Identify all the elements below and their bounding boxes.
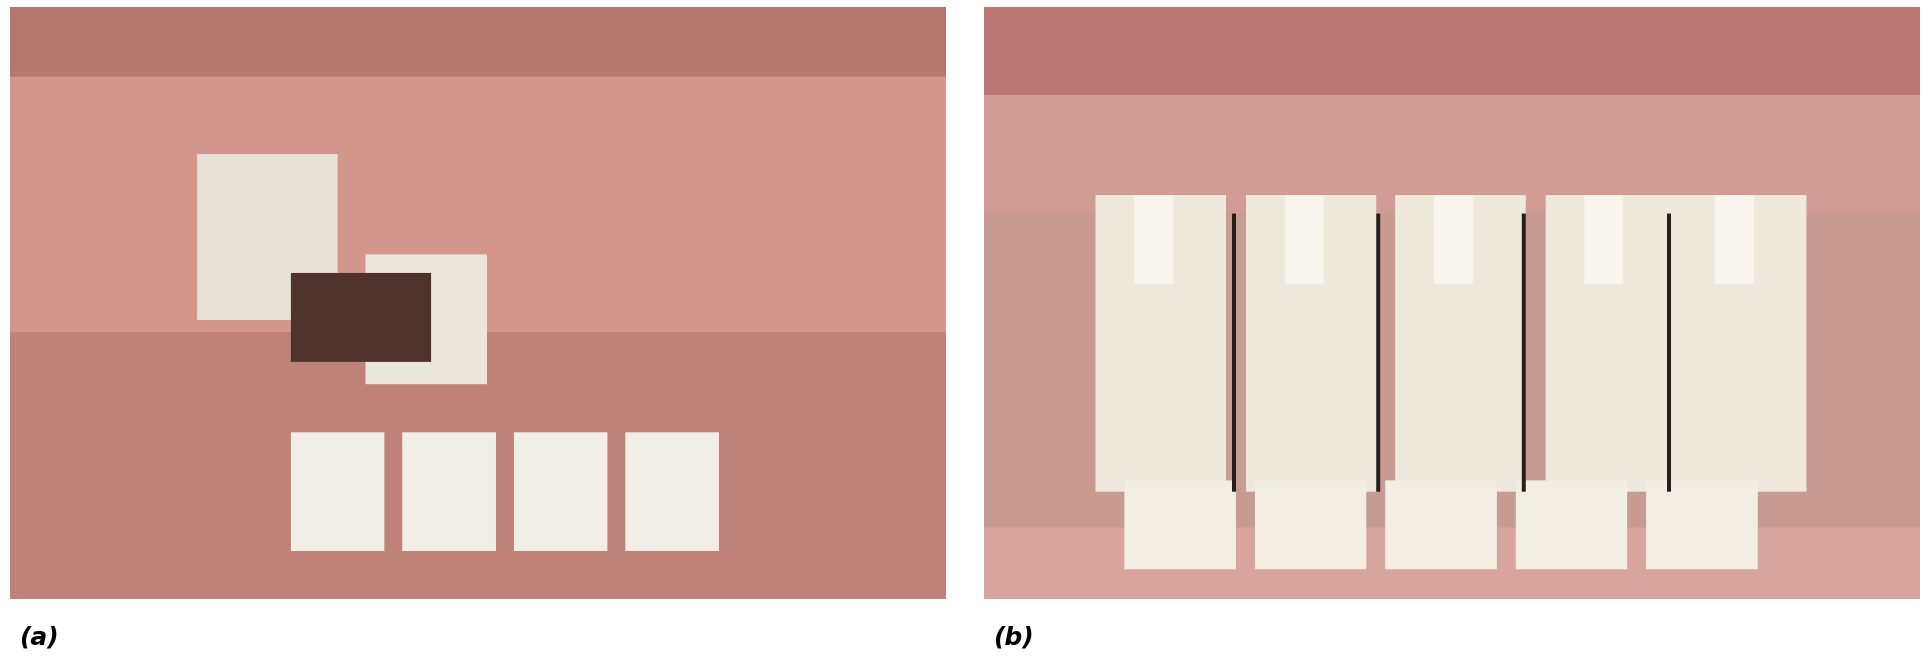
Text: (a): (a) bbox=[19, 625, 60, 649]
Text: (b): (b) bbox=[993, 625, 1034, 649]
